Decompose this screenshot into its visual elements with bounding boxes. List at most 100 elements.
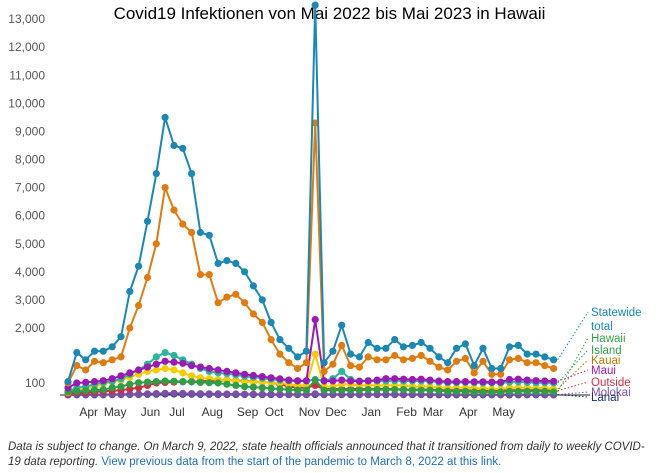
data-point xyxy=(435,353,443,361)
x-tick-label: May xyxy=(492,405,515,419)
data-point xyxy=(99,347,107,355)
data-point xyxy=(126,369,134,377)
data-point xyxy=(152,378,160,386)
data-point xyxy=(82,378,90,386)
data-point xyxy=(188,362,196,370)
data-point xyxy=(135,262,143,270)
data-point xyxy=(382,344,390,352)
data-point xyxy=(241,268,249,276)
line-chart: 100 2,000 3,000 4,000 5,000 6,000 7,000 8,000 9,… xyxy=(8,1,642,419)
data-point xyxy=(294,364,302,373)
x-axis: Apr May Jun Jul Aug Sep Oct Nov Dec Jan Feb Mar Apr M… xyxy=(60,394,590,419)
data-point xyxy=(90,357,99,365)
series-line xyxy=(67,4,554,382)
data-point xyxy=(417,351,425,360)
data-point xyxy=(435,377,443,385)
data-point xyxy=(408,341,416,349)
data-point xyxy=(143,390,152,398)
data-point xyxy=(205,364,213,373)
data-point xyxy=(523,387,531,395)
data-point xyxy=(373,376,381,384)
data-point xyxy=(82,366,90,374)
data-point xyxy=(276,390,284,398)
data-point xyxy=(329,347,337,355)
data-point xyxy=(311,316,319,324)
y-tick-label: 8,000 xyxy=(15,153,45,167)
data-point xyxy=(214,379,222,387)
data-point xyxy=(329,360,337,368)
data-point xyxy=(285,359,293,367)
data-point xyxy=(205,379,213,387)
data-point xyxy=(514,341,522,349)
data-point xyxy=(444,378,452,386)
data-point xyxy=(205,271,213,279)
data-point xyxy=(399,375,408,383)
data-point xyxy=(108,375,116,383)
data-point xyxy=(276,375,284,383)
series-label: Statewide xyxy=(591,307,642,319)
data-point xyxy=(223,293,231,301)
data-point xyxy=(249,310,257,318)
series-label: Island xyxy=(591,345,622,357)
data-point xyxy=(408,375,416,384)
series-lines xyxy=(64,1,558,399)
data-point xyxy=(82,387,90,395)
data-point xyxy=(355,386,363,394)
series-label: total xyxy=(591,321,613,333)
data-point xyxy=(161,377,169,385)
data-point xyxy=(143,273,152,282)
series-label: Maui xyxy=(591,365,616,377)
x-tick-label: Feb xyxy=(396,405,417,419)
data-point xyxy=(488,364,496,373)
data-point xyxy=(311,1,319,9)
data-point xyxy=(276,350,284,358)
label-connector xyxy=(557,394,589,398)
label-connector xyxy=(557,311,589,361)
data-point xyxy=(399,343,408,351)
data-point xyxy=(461,340,469,348)
chart-title: Covid19 Infektionen von Mai 2022 bis Mai… xyxy=(113,4,546,23)
x-tick-label: Sep xyxy=(237,405,259,419)
previous-data-link[interactable]: View previous data from the start of the… xyxy=(101,456,502,468)
data-point xyxy=(461,378,469,386)
data-point xyxy=(355,363,363,371)
data-point xyxy=(541,387,549,395)
y-tick-label: 11,000 xyxy=(9,68,45,82)
data-point xyxy=(267,336,275,344)
data-point xyxy=(444,359,452,367)
data-point xyxy=(373,386,381,394)
data-point xyxy=(497,388,505,396)
label-connector xyxy=(557,381,589,392)
data-point xyxy=(488,370,496,378)
data-point xyxy=(320,367,328,375)
data-point xyxy=(223,380,231,388)
data-point xyxy=(170,206,178,214)
data-point xyxy=(135,390,143,398)
data-point xyxy=(338,376,346,384)
data-point xyxy=(135,379,143,387)
data-point xyxy=(161,349,169,357)
x-tick-label: May xyxy=(104,405,127,419)
data-point xyxy=(126,287,134,296)
data-point xyxy=(258,296,266,304)
data-point xyxy=(73,379,81,387)
data-point xyxy=(170,389,178,397)
data-point xyxy=(285,376,293,384)
y-tick-label: 9,000 xyxy=(15,124,45,138)
data-point xyxy=(196,363,204,371)
data-point xyxy=(294,386,302,394)
data-point xyxy=(329,386,337,394)
data-point xyxy=(444,387,452,395)
data-point xyxy=(276,385,284,393)
y-tick-label: 5,000 xyxy=(15,237,45,251)
data-point xyxy=(232,259,240,267)
x-tick-label: Jul xyxy=(169,405,184,419)
data-point xyxy=(161,357,169,365)
data-point xyxy=(117,383,125,391)
y-tick-label: 13,000 xyxy=(8,12,45,26)
data-point xyxy=(143,363,152,371)
data-point xyxy=(196,378,204,386)
data-point xyxy=(152,366,160,374)
data-point xyxy=(170,366,178,374)
data-point xyxy=(285,344,293,352)
